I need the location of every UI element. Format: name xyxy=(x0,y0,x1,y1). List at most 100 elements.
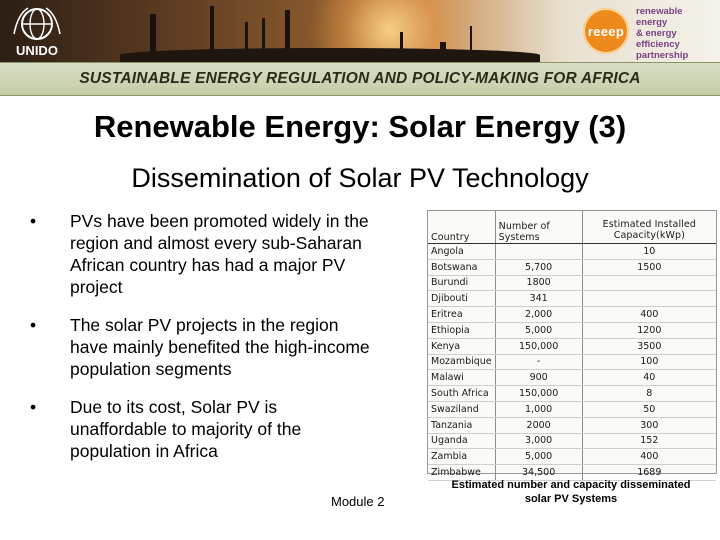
cell-capacity: 8 xyxy=(582,385,716,402)
bullet-dot: • xyxy=(30,211,37,231)
cell-capacity: 300 xyxy=(582,417,716,434)
table-row: Djibouti 341 xyxy=(428,290,716,308)
cell-capacity xyxy=(582,290,716,308)
table-row: Mozambique -100 xyxy=(428,354,716,371)
cell-country: Mozambique xyxy=(428,354,496,371)
table-row: Swaziland 1,000 50 xyxy=(428,401,716,418)
table-caption: Estimated number and capacity disseminat… xyxy=(451,479,691,505)
tagline-line: partnership xyxy=(636,50,689,61)
cell-capacity: 1689 xyxy=(582,464,716,481)
unido-logo-text: UNIDO xyxy=(16,43,58,58)
cell-capacity: 1200 xyxy=(582,322,716,339)
table-row: Tanzania 2000 300 xyxy=(428,417,716,434)
cell-capacity: 10 xyxy=(582,243,716,260)
tagline-line: & energy xyxy=(636,28,677,39)
silhouette-tower xyxy=(470,26,472,62)
cell-systems: 3,000 xyxy=(495,433,583,450)
reeep-tagline: renewable energy & energy efficiency par… xyxy=(636,6,718,61)
cell-capacity: 40 xyxy=(582,369,716,387)
cell-systems: 5,700 xyxy=(495,259,583,276)
cell-country: Zimbabwe xyxy=(428,464,496,481)
silhouette-tower xyxy=(262,18,265,62)
silhouette-tower xyxy=(285,10,290,62)
table-row: Ethiopia 5,000 1200 xyxy=(428,322,716,339)
tagline-line: efficiency xyxy=(636,39,680,50)
table-row: Zimbabwe 34,500 1689 xyxy=(428,464,716,481)
cell-capacity: 50 xyxy=(582,401,716,418)
cell-country: Ethiopia xyxy=(428,322,496,339)
cell-country: Tanzania xyxy=(428,417,496,434)
footer-module: Module 2 xyxy=(331,494,385,509)
bullet-item: • PVs have been promoted widely in the r… xyxy=(30,210,370,298)
unido-logo: UNIDO xyxy=(13,7,61,58)
silhouette-tower xyxy=(245,22,248,62)
cell-systems: 2000 xyxy=(495,417,583,434)
slide-subtitle: Dissemination of Solar PV Technology xyxy=(131,163,589,193)
column-header-systems: Number of Systems xyxy=(495,211,583,244)
bullet-text: Due to its cost, Solar PV is unaffordabl… xyxy=(70,397,302,461)
table-header-row: Country Number of Systems Estimated Inst… xyxy=(428,211,716,244)
cell-capacity: 400 xyxy=(582,306,716,323)
cell-capacity xyxy=(582,275,716,292)
cell-country: Swaziland xyxy=(428,401,496,418)
cell-country: Botswana xyxy=(428,259,496,276)
table-row: South Africa 150,000 8 xyxy=(428,385,716,402)
cell-capacity: 100 xyxy=(582,354,716,371)
slide-title: Renewable Energy: Solar Energy (3) xyxy=(93,109,627,144)
bullet-item: • The solar PV projects in the region ha… xyxy=(30,314,370,380)
cell-systems: 5,000 xyxy=(495,448,583,466)
cell-country: Zambia xyxy=(428,448,496,466)
bullet-text: PVs have been promoted widely in the reg… xyxy=(70,211,369,297)
cell-country: Eritrea xyxy=(428,306,496,323)
table-row: Botswana 5,700 1500 xyxy=(428,259,716,276)
cell-systems: 341 xyxy=(495,290,583,308)
cell-systems: 1800 xyxy=(495,275,583,292)
table-body: Angola 10 Botswana 5,700 1500 Burundi 1800 Djib… xyxy=(428,243,716,481)
cell-systems: 34,500 xyxy=(495,464,583,481)
tagline-line: renewable xyxy=(636,6,683,17)
cell-country: Kenya xyxy=(428,338,496,355)
bullet-item: • Due to its cost, Solar PV is unafforda… xyxy=(30,396,370,462)
silhouette-hill xyxy=(120,48,540,62)
cell-country: Angola xyxy=(428,243,496,260)
cell-systems xyxy=(495,243,583,260)
bullet-dot: • xyxy=(30,315,37,335)
cell-systems: 150,000 xyxy=(495,385,583,402)
bullet-list: • PVs have been promoted widely in the r… xyxy=(30,210,370,478)
silhouette-tower xyxy=(150,14,156,62)
silhouette-tower xyxy=(210,6,214,62)
cell-capacity: 1500 xyxy=(582,259,716,276)
cell-country: Malawi xyxy=(428,369,496,387)
cell-capacity: 152 xyxy=(582,433,716,450)
table-row: Kenya 150,000 3500 xyxy=(428,338,716,355)
cell-systems: 5,000 xyxy=(495,322,583,339)
cell-systems: 900 xyxy=(495,369,583,387)
cell-systems: - xyxy=(495,354,583,371)
cell-systems: 2,000 xyxy=(495,306,583,323)
cell-country: Djibouti xyxy=(428,290,496,308)
table-row: Zambia 5,000 400 xyxy=(428,448,716,466)
table-row: Eritrea 2,000 400 xyxy=(428,306,716,323)
banner-title: SUSTAINABLE ENERGY REGULATION AND POLICY… xyxy=(79,70,641,87)
table-row: Burundi 1800 xyxy=(428,275,716,292)
table-row: Angola 10 xyxy=(428,243,716,260)
cell-country: Uganda xyxy=(428,433,496,450)
column-header-capacity: Estimated Installed Capacity(kWp) xyxy=(582,211,716,244)
table-row: Uganda 3,000 152 xyxy=(428,433,716,450)
cell-capacity: 3500 xyxy=(582,338,716,355)
cell-capacity: 400 xyxy=(582,448,716,466)
header-banner: UNIDO reeep renewable energy & energy ef… xyxy=(0,0,720,62)
column-header-country: Country xyxy=(428,211,496,244)
banner-title-strip: SUSTAINABLE ENERGY REGULATION AND POLICY… xyxy=(0,62,720,96)
pv-systems-table: Country Number of Systems Estimated Inst… xyxy=(427,210,717,481)
bullet-text: The solar PV projects in the region have… xyxy=(70,315,370,379)
reeep-logo-text: reeep xyxy=(587,23,625,39)
cell-country: South Africa xyxy=(428,385,496,402)
tagline-line: energy xyxy=(636,17,668,28)
silhouette-tower xyxy=(400,32,403,62)
cell-systems: 150,000 xyxy=(495,338,583,355)
cell-systems: 1,000 xyxy=(495,401,583,418)
bullet-dot: • xyxy=(30,397,37,417)
reeep-logo: reeep xyxy=(583,8,629,54)
cell-country: Burundi xyxy=(428,275,496,292)
